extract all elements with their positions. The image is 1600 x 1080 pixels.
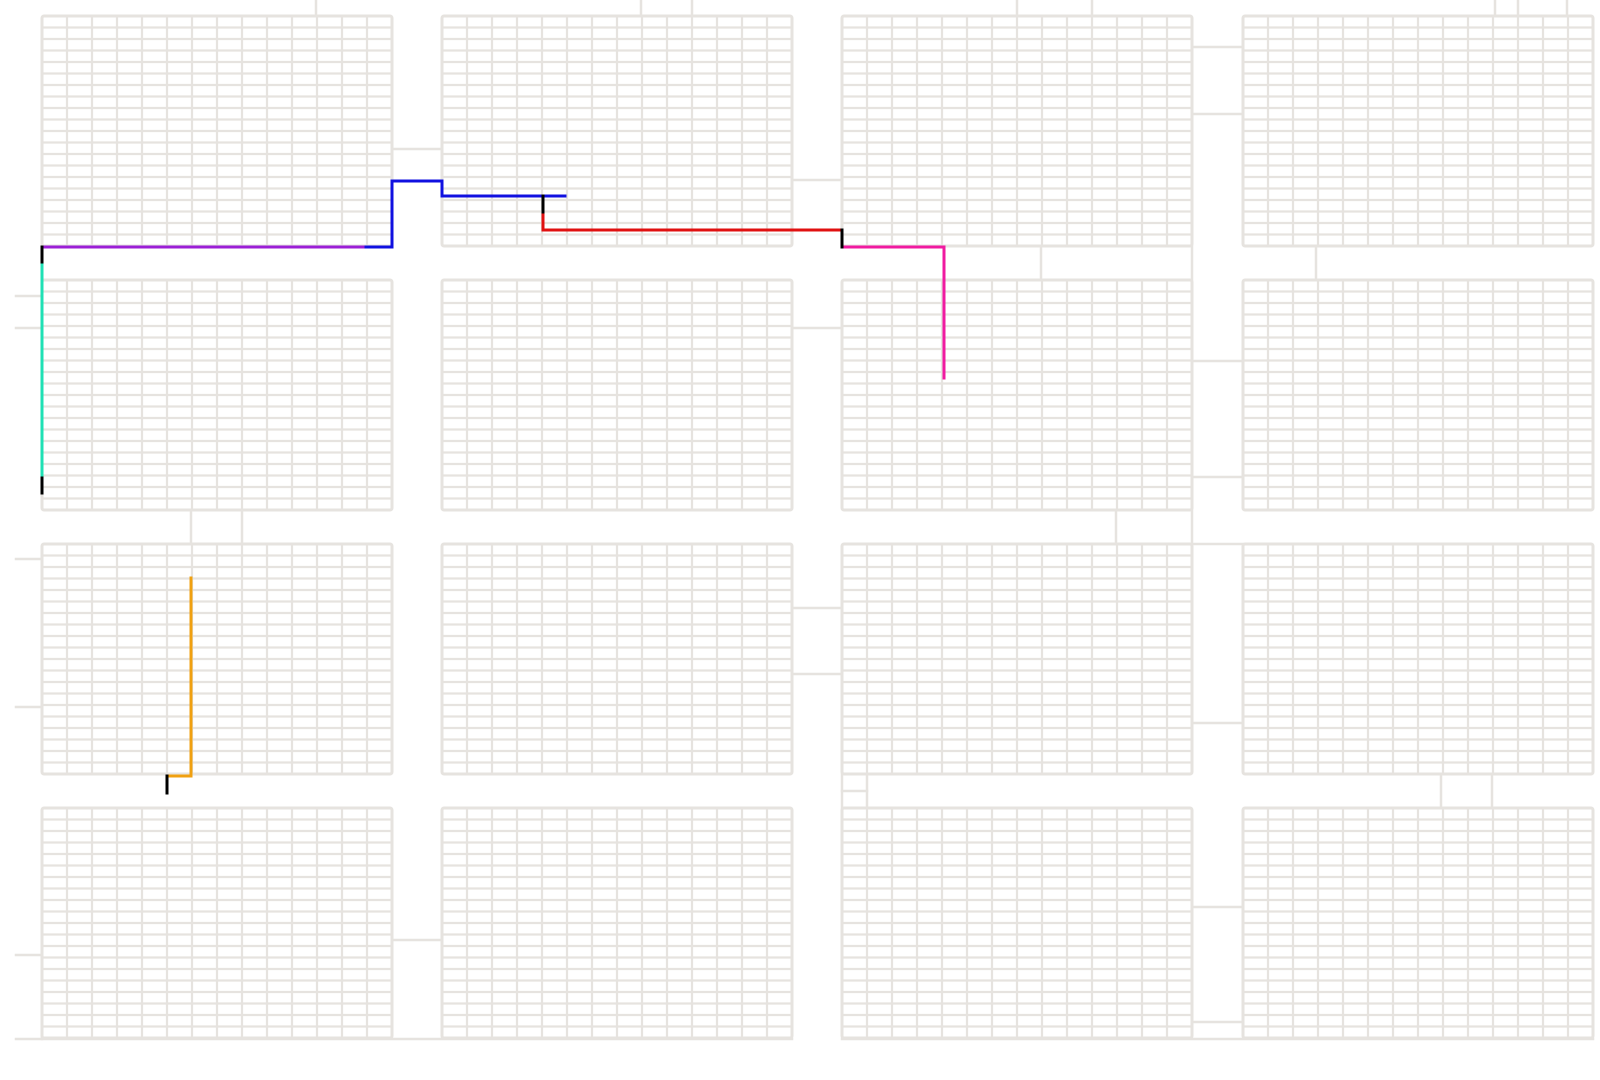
parking-block-r2-c2 [440,278,794,512]
parking-block-r4-c4 [1241,806,1595,1040]
parking-block-r3-c3 [840,542,1194,776]
route-blue [364,179,567,249]
parking-block-r1-c2 [440,14,794,248]
parking-block-r1-c1 [40,14,394,248]
parking-block-r1-c4 [1241,14,1595,248]
route-layer [40,179,946,795]
parking-block-r3-c4 [1241,542,1595,776]
parking-block-r1-c3 [840,14,1194,248]
route-red [541,210,844,232]
parking-block-r2-c1 [40,278,394,512]
route-orange [165,576,193,778]
route-markers [40,194,844,795]
parking-block-r2-c4 [1241,278,1595,512]
grid-layer [14,0,1595,1041]
parking-block-r4-c1 [40,806,394,1040]
parking-block-r3-c2 [440,542,794,776]
parking-block-r4-c2 [440,806,794,1040]
parking-block-r2-c3 [840,278,1194,512]
route-magenta [842,245,946,380]
parking-block-r3-c1 [40,542,394,776]
parking-block-r4-c3 [840,806,1194,1040]
